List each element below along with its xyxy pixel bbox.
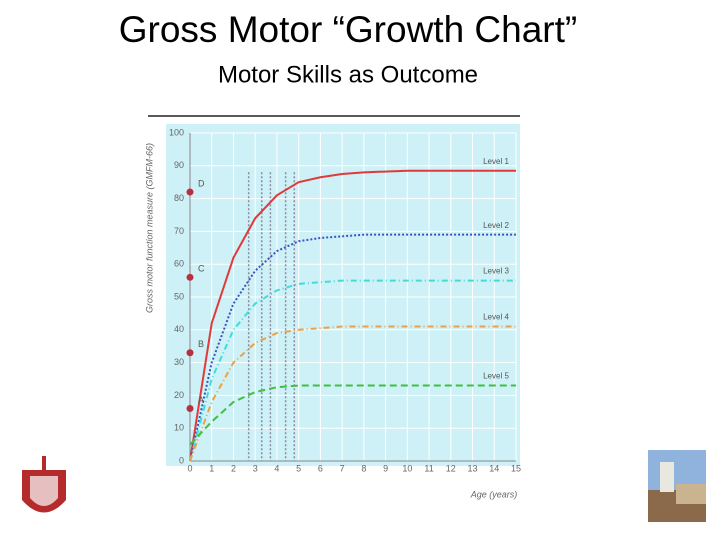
legend-label: Level 5: [483, 372, 509, 381]
x-tick-label: 7: [340, 463, 345, 473]
y-tick-label: 10: [174, 423, 184, 433]
y-tick-label: 70: [174, 226, 184, 236]
left-logo: [22, 456, 66, 513]
x-tick-label: 14: [489, 463, 499, 473]
x-tick-label: 0: [187, 463, 192, 473]
y-tick-label: 40: [174, 324, 184, 334]
y-tick-label: 30: [174, 357, 184, 367]
level-marker-label: B: [198, 339, 204, 349]
y-tick-label: 100: [169, 127, 184, 137]
x-tick-label: 11: [424, 463, 433, 473]
series-line: [189, 384, 516, 446]
y-tick-label: 20: [174, 390, 184, 400]
level-marker: [186, 349, 194, 357]
y-tick-label: 80: [174, 193, 184, 203]
legend-label: Level 4: [483, 313, 509, 322]
x-tick-label: 12: [446, 463, 456, 473]
x-tick-label: 8: [361, 463, 366, 473]
x-tick-label: 6: [318, 463, 323, 473]
x-tick-label: 10: [402, 463, 412, 473]
slide-subtitle: Motor Skills as Outcome: [218, 61, 478, 88]
level-marker: [186, 188, 194, 196]
level-marker-label: C: [198, 264, 205, 274]
legend-label: Level 3: [483, 267, 509, 276]
x-tick-label: 2: [231, 463, 236, 473]
y-tick-label: 50: [174, 291, 184, 301]
y-axis-label: Gross motor function measure (GMFM-66): [144, 143, 154, 313]
x-tick-label: 3: [253, 463, 258, 473]
y-tick-label: 60: [174, 259, 184, 269]
y-tick-label: 90: [174, 160, 184, 170]
series-line: [189, 325, 516, 462]
x-tick-label: 13: [468, 463, 478, 473]
x-tick-label: 4: [274, 463, 279, 473]
series-line: [189, 169, 516, 462]
x-tick-label: 9: [383, 463, 388, 473]
legend-label: Level 1: [483, 157, 509, 166]
x-tick-label: 1: [209, 463, 214, 473]
level-marker: [186, 273, 194, 281]
level-marker: [186, 405, 194, 413]
x-tick-label: 15: [511, 463, 521, 473]
x-axis-label: Age (years): [470, 489, 518, 499]
x-tick-label: 5: [296, 463, 301, 473]
series-line: [189, 233, 516, 462]
legend-label: Level 2: [483, 221, 509, 230]
level-marker-label: D: [198, 178, 205, 188]
plot-background: [166, 124, 520, 466]
slide-title: Gross Motor “Growth Chart”: [119, 9, 577, 50]
right-photo: [648, 450, 706, 522]
level-marker-label: A: [198, 395, 204, 405]
y-tick-label: 0: [179, 455, 184, 465]
